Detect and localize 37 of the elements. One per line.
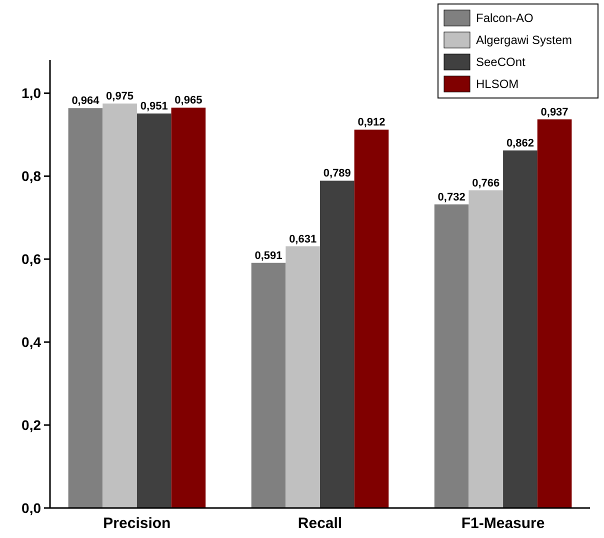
y-tick-label: 0,8 [22, 168, 42, 184]
data-label: 0,951 [140, 100, 168, 113]
bar [68, 108, 103, 508]
bar [434, 204, 469, 508]
x-tick-label: F1-Measure [461, 515, 545, 532]
data-label: 0,591 [254, 250, 282, 262]
bar [286, 246, 320, 508]
bar [354, 130, 389, 508]
data-label: 0,937 [540, 106, 568, 118]
data-label: 0,631 [289, 233, 317, 246]
bar [320, 180, 354, 508]
legend-label: Algergawi System [476, 33, 572, 48]
y-tick-label: 0,6 [22, 251, 42, 268]
data-label: 0,732 [438, 191, 466, 204]
data-label: 0,766 [472, 177, 500, 190]
legend-label: HLSOM [476, 77, 519, 92]
data-label: 0,975 [106, 90, 134, 103]
bar [468, 190, 504, 508]
y-tick-label: 0,2 [22, 416, 42, 433]
data-label: 0,964 [72, 95, 100, 108]
bar [171, 108, 206, 508]
y-tick-label: 1,0 [22, 85, 42, 102]
bar [136, 114, 172, 508]
legend-label: SeeCOnt [476, 55, 526, 70]
bar [537, 119, 572, 508]
y-tick-label: 0,0 [22, 500, 42, 516]
data-label: 0,789 [323, 168, 351, 180]
data-label: 0,965 [174, 94, 202, 107]
data-label: 0,912 [358, 116, 386, 129]
bar [503, 150, 538, 508]
legend-label: Falcon-AO [476, 11, 534, 26]
bar [251, 262, 286, 508]
y-tick-label: 0,4 [22, 334, 42, 350]
x-tick-label: Precision [103, 515, 171, 532]
x-tick-label: Recall [298, 515, 342, 532]
data-label: 0,862 [506, 137, 534, 150]
bar [102, 104, 137, 508]
